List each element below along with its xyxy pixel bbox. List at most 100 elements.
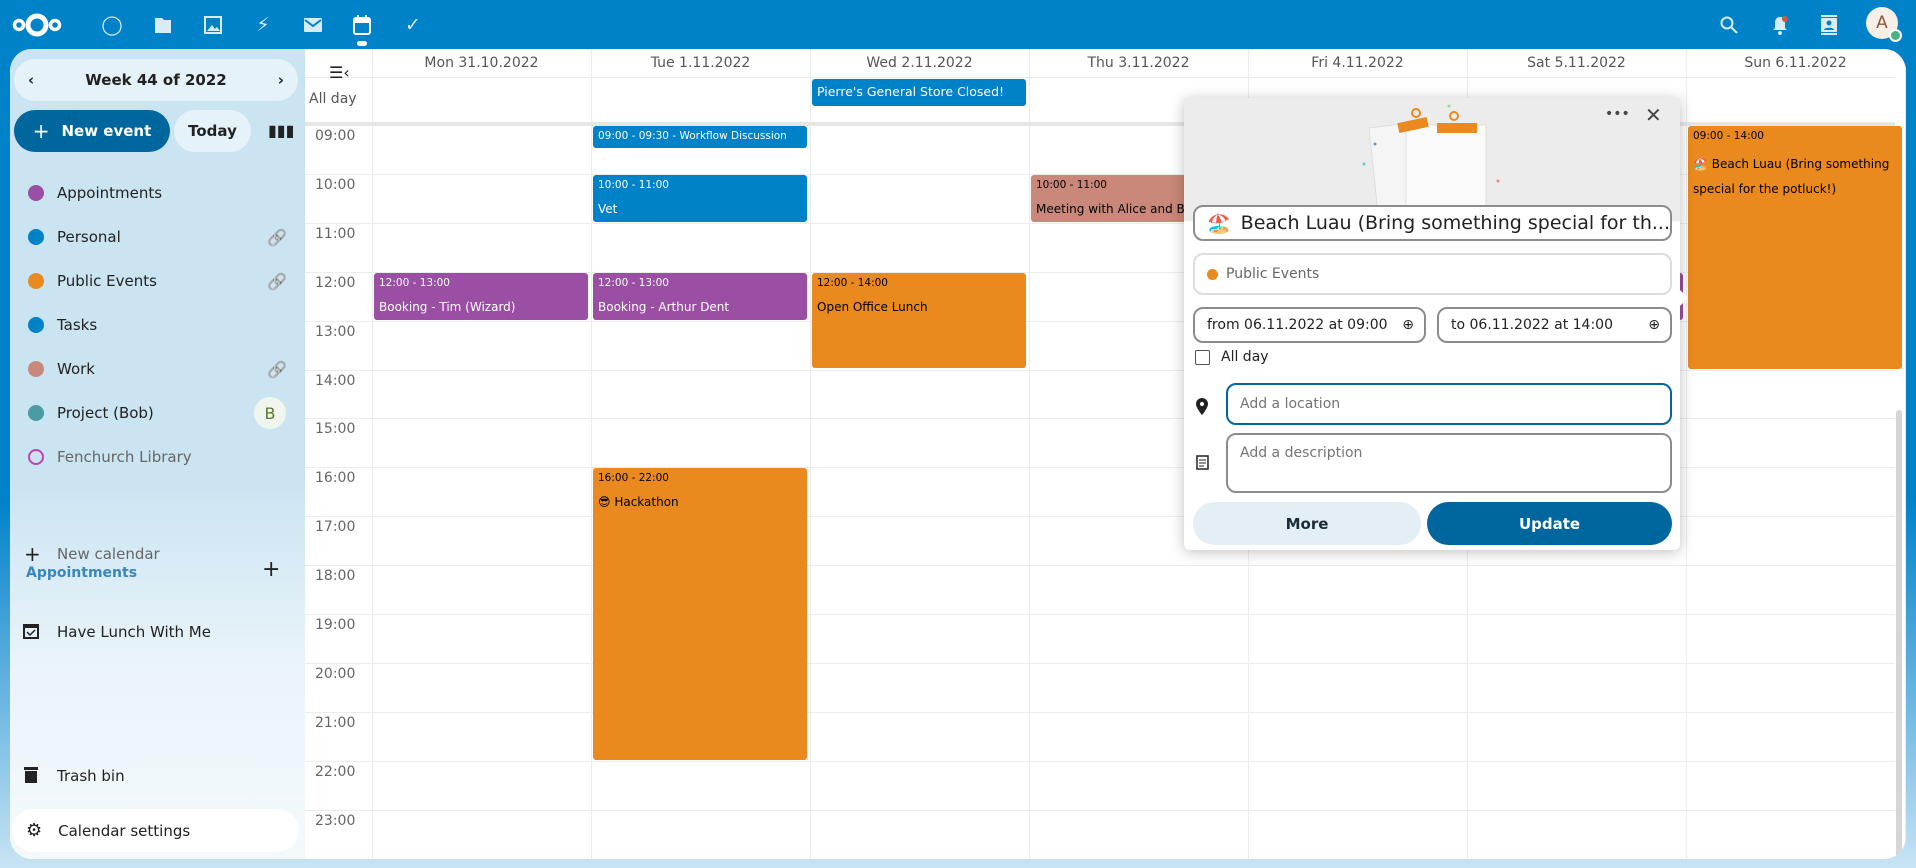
calendar-color-dot[interactable] [28, 229, 44, 245]
previous-week-button[interactable]: ‹ [28, 71, 35, 89]
scrollbar[interactable] [1896, 410, 1902, 859]
week-label[interactable]: Week 44 of 2022 [85, 71, 227, 89]
new-calendar-button[interactable]: + New calendar [10, 534, 305, 574]
day-header[interactable]: Fri 4.11.2022 [1311, 55, 1404, 71]
calendar-settings-button[interactable]: ⚙ Calendar settings [12, 809, 299, 852]
today-button[interactable]: Today [174, 110, 251, 152]
event-time: 09:00 - 09:30 - Workflow Discussion [598, 130, 787, 142]
hour-line [305, 418, 1895, 420]
avatar[interactable]: A [1866, 7, 1902, 42]
calendar-item[interactable]: Project (Bob) B [10, 393, 305, 433]
calendar-color-dot[interactable] [28, 317, 44, 333]
hour-label: 10:00 [315, 176, 356, 193]
calendar-event[interactable]: 09:00 - 09:30 - Workflow Discussion [593, 126, 807, 149]
hour-label: 16:00 [315, 470, 356, 487]
all-day-checkbox[interactable] [1195, 350, 1210, 365]
dashboard-icon[interactable]: ◯ [101, 14, 123, 36]
timezone-globe-icon[interactable]: ⊕ [1402, 317, 1414, 333]
calendar-item[interactable]: Personal 🔗 [10, 217, 305, 257]
notifications-icon[interactable] [1767, 12, 1793, 38]
day-header[interactable]: Sun 6.11.2022 [1744, 55, 1847, 71]
new-event-label: New event [61, 122, 152, 140]
event-time: 16:00 - 22:00 [598, 472, 669, 485]
hour-label: 09:00 [315, 128, 356, 144]
mail-icon[interactable] [300, 12, 326, 38]
calendar-label: Fenchurch Library [57, 448, 192, 466]
calendar-color-dot[interactable] [28, 449, 44, 465]
tasks-icon[interactable]: ✓ [405, 14, 421, 36]
calendar-color-dot[interactable] [28, 185, 44, 201]
hour-line [305, 467, 1895, 469]
contacts-icon[interactable] [1816, 12, 1842, 38]
more-button[interactable]: More [1193, 502, 1421, 545]
more-actions-button[interactable]: ••• [1605, 106, 1630, 122]
view-columns-icon[interactable]: ▮▮▮ [268, 121, 295, 140]
event-title: Booking - Arthur Dent [598, 299, 730, 314]
share-link-icon[interactable]: 🔗 [267, 359, 287, 379]
hour-label: 20:00 [315, 665, 356, 682]
hour-line [305, 711, 1895, 713]
timezone-globe-icon[interactable]: ⊕ [1648, 317, 1660, 333]
close-icon[interactable]: ✕ [1645, 103, 1662, 127]
all-day-event[interactable]: Pierre's General Store Closed! [812, 79, 1026, 106]
add-appointment-button[interactable]: + [262, 557, 281, 582]
calendar-color-dot[interactable] [28, 405, 44, 421]
calendar-event[interactable]: 12:00 - 13:00 Booking - Tim (Wizard) [374, 272, 588, 320]
calendar-event[interactable]: 12:00 - 14:00 Open Office Lunch [812, 272, 1026, 369]
calendar-color-dot[interactable] [28, 361, 44, 377]
toggle-sidebar-icon[interactable]: ☰‹ [329, 63, 350, 82]
day-header[interactable]: Wed 2.11.2022 [866, 55, 973, 71]
nextcloud-logo[interactable] [12, 10, 62, 40]
calendar-event[interactable]: 10:00 - 11:00 Vet [593, 174, 807, 222]
calendar-event[interactable]: 16:00 - 22:00 😎 Hackathon [593, 468, 807, 760]
start-datetime-input[interactable]: from 06.11.2022 at 09:00 ⊕ [1193, 307, 1426, 343]
end-datetime-input[interactable]: to 06.11.2022 at 14:00 ⊕ [1437, 307, 1672, 343]
avatar-initial: A [1876, 13, 1888, 33]
online-status-icon [1889, 29, 1902, 42]
event-time: 12:00 - 13:00 [379, 276, 450, 289]
next-week-button[interactable]: › [277, 71, 284, 89]
search-icon[interactable] [1716, 12, 1742, 38]
calendar-event[interactable]: 12:00 - 13:00 Booking - Arthur Dent [593, 272, 807, 320]
calendar-color-dot[interactable] [28, 273, 44, 289]
calendar-icon[interactable] [349, 12, 375, 38]
files-icon[interactable] [150, 12, 176, 38]
calendar-item[interactable]: Fenchurch Library [10, 437, 305, 477]
day-header[interactable]: Thu 3.11.2022 [1087, 55, 1190, 71]
event-time: 12:00 - 14:00 [817, 276, 888, 289]
day-header[interactable]: Sat 5.11.2022 [1527, 55, 1626, 71]
hour-label: 13:00 [315, 323, 356, 340]
day-header[interactable]: Mon 31.10.2022 [424, 55, 539, 71]
calendar-item[interactable]: Work 🔗 [10, 349, 305, 389]
share-link-icon[interactable]: 🔗 [267, 227, 287, 247]
day-header[interactable]: Tue 1.11.2022 [650, 55, 751, 71]
calendar-event[interactable]: 09:00 - 14:00 🏖️ Beach Luau (Bring someth… [1688, 126, 1902, 369]
location-pin-icon [1196, 398, 1208, 419]
trash-bin-button[interactable]: Trash bin [10, 756, 305, 796]
appointments-header: Appointments [26, 565, 138, 581]
column-divider [810, 49, 811, 859]
update-button[interactable]: Update [1427, 502, 1672, 545]
active-app-indicator [357, 41, 367, 46]
event-title: Meeting with Alice and B [1036, 202, 1185, 217]
location-input[interactable] [1226, 383, 1672, 425]
calendar-check-icon [23, 622, 39, 643]
calendar-item[interactable]: Public Events 🔗 [10, 261, 305, 301]
event-popover: ••• ✕ 🏖️ Beach Luau (Bring something spe… [1184, 98, 1688, 550]
appointment-item[interactable]: Have Lunch With Me [10, 612, 305, 652]
photos-icon[interactable] [200, 12, 226, 38]
new-event-button[interactable]: + New event [14, 110, 170, 152]
column-divider [1905, 49, 1906, 859]
share-link-icon[interactable]: 🔗 [267, 271, 287, 291]
calendar-item[interactable]: Tasks [10, 305, 305, 345]
event-title-input[interactable]: 🏖️ Beach Luau (Bring something special f… [1193, 205, 1672, 241]
calendar-select[interactable]: Public Events [1193, 253, 1672, 295]
activity-icon[interactable]: ⚡ [256, 14, 270, 36]
appointment-label: Have Lunch With Me [57, 623, 211, 641]
calendar-item[interactable]: Appointments [10, 173, 305, 213]
column-divider [372, 49, 373, 859]
hour-label: 22:00 [315, 763, 356, 780]
trash-label: Trash bin [57, 767, 125, 785]
description-input[interactable] [1226, 433, 1672, 493]
event-time: 10:00 - 11:00 [1036, 178, 1107, 191]
